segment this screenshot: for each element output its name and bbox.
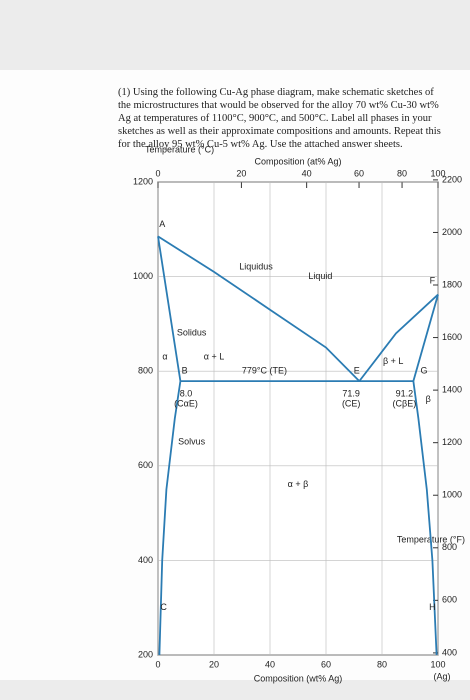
x-axis-title: Composition (wt% Ag) [254,673,343,683]
x-tick-label: 100 [430,659,445,669]
region-label: β [426,394,431,404]
x-end-label: (Ag) [433,671,450,681]
top-tick-label: 40 [302,168,312,178]
y2-tick-label: 2200 [442,174,462,184]
y-tick-label: 1200 [133,176,153,186]
region-label: A [159,219,165,229]
x-tick-label: 60 [321,659,331,669]
y-tick-label: 800 [138,366,153,376]
phase-boundary [412,381,438,656]
region-label: (CβE) [393,399,417,409]
region-label: Solvus [178,437,206,447]
top-tick-label: 60 [354,168,364,178]
y2-tick-label: 1000 [442,490,462,500]
region-label: (CE) [342,399,361,409]
y-tick-label: 1000 [133,271,153,281]
phase-boundary [157,236,182,382]
top-tick-label: 80 [397,168,407,178]
region-label: Solidus [177,328,207,338]
region-label: B [182,366,188,376]
region-label: 779°C (TE) [242,366,287,376]
y-axis-title: Temperature (°C) [145,144,214,154]
region-label: (CαE) [174,399,198,409]
top-tick-label: 20 [236,168,246,178]
x-tick-label: 0 [155,659,160,669]
region-label: E [354,366,360,376]
y-tick-label: 400 [138,555,153,565]
region-label: α + L [204,351,224,361]
y2-tick-label: 2000 [442,227,462,237]
x-tick-label: 20 [209,659,219,669]
y2-tick-label: 1800 [442,279,462,289]
region-label: Liquid [308,271,332,281]
region-label: Liquidus [239,262,273,272]
region-label: H [429,602,436,612]
top-tick-label: 100 [430,168,445,178]
region-label: α + β [288,479,309,489]
region-label: 71.9 [342,388,360,398]
phase-boundary [412,294,439,382]
y2-tick-label: 1600 [442,332,462,342]
y2-tick-label: 600 [442,595,457,605]
phase-boundary [358,293,439,382]
region-label: α [162,351,167,361]
y2-tick-label: 800 [442,542,457,552]
y-tick-label: 600 [138,460,153,470]
x-tick-label: 40 [265,659,275,669]
region-label: G [420,366,427,376]
question: (1) Using the following Cu-Ag phase diag… [118,87,441,150]
region-label: 8.0 [180,388,193,398]
top-tick-label: 0 [155,168,160,178]
region-label: F [430,276,436,286]
region-label: β + L [383,356,403,366]
phase-boundary [157,235,360,382]
region-label: 91.2 [396,388,414,398]
phase-boundary [158,380,182,656]
y2-tick-label: 1200 [442,437,462,447]
y-tick-label: 200 [138,649,153,659]
x-tick-label: 80 [377,659,387,669]
y2-tick-label: 400 [442,647,457,657]
plot-area [157,181,439,656]
x-top-title: Composition (at% Ag) [254,156,341,166]
y2-tick-label: 1400 [442,384,462,394]
region-label: C [160,602,167,612]
